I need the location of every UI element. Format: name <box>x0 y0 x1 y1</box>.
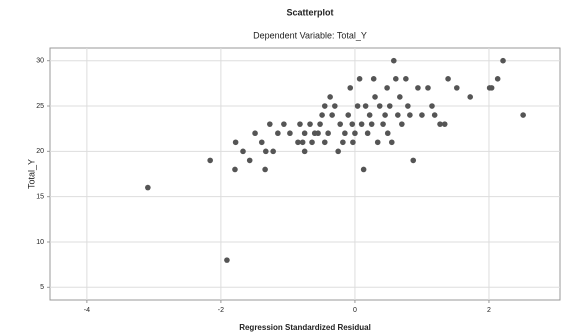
point <box>393 76 399 82</box>
point <box>319 112 325 118</box>
point <box>350 139 356 146</box>
point <box>397 94 403 100</box>
x-axis-label: Regression Standardized Residual <box>239 323 371 332</box>
point <box>321 139 328 146</box>
x-tick-label: 2 <box>487 307 491 314</box>
point <box>207 157 213 164</box>
point <box>327 94 333 100</box>
point <box>431 112 438 118</box>
point <box>364 130 371 137</box>
point <box>262 148 269 155</box>
point <box>240 148 246 155</box>
point <box>315 130 321 137</box>
point <box>307 121 313 127</box>
y-tick-label: 15 <box>36 194 44 201</box>
point <box>453 85 460 91</box>
point <box>317 121 323 127</box>
point <box>358 121 365 127</box>
point <box>403 76 409 82</box>
point <box>425 85 431 91</box>
point <box>295 139 301 146</box>
point <box>352 130 358 137</box>
point <box>362 103 369 109</box>
point <box>419 112 425 118</box>
point <box>309 139 315 146</box>
point <box>252 130 258 137</box>
point <box>405 103 411 109</box>
point <box>437 121 443 127</box>
y-tick-label: 5 <box>40 284 44 291</box>
point <box>337 121 343 127</box>
point <box>410 157 417 164</box>
point <box>301 148 308 155</box>
point <box>347 85 354 91</box>
point <box>297 121 303 127</box>
point <box>342 130 348 137</box>
point <box>370 76 377 82</box>
point <box>275 130 281 137</box>
y-axis-label: Total_Y <box>26 159 36 189</box>
point <box>299 139 306 146</box>
point <box>494 76 501 82</box>
point <box>232 139 239 146</box>
point <box>376 103 383 109</box>
point <box>407 112 413 118</box>
point <box>325 130 331 137</box>
point <box>384 130 391 137</box>
y-tick-label: 25 <box>36 103 44 110</box>
point <box>246 157 253 164</box>
y-tick-label: 20 <box>36 148 44 155</box>
point <box>368 121 375 127</box>
y-tick-label: 10 <box>36 239 44 246</box>
point <box>270 148 276 155</box>
point <box>232 166 238 173</box>
point <box>395 112 401 118</box>
point <box>520 112 526 118</box>
point <box>467 94 473 100</box>
point <box>267 121 273 127</box>
point <box>354 103 361 109</box>
point <box>301 130 308 137</box>
point <box>415 85 421 91</box>
point <box>224 257 230 263</box>
point <box>349 121 356 127</box>
point <box>258 139 265 146</box>
plot-frame <box>49 47 561 301</box>
chart-title: Scatterplot <box>286 7 333 17</box>
x-tick-label: -4 <box>84 307 90 314</box>
x-tick-label: -2 <box>218 307 224 314</box>
point <box>399 121 405 127</box>
point <box>281 121 287 127</box>
point <box>329 112 335 118</box>
point <box>321 103 328 109</box>
point <box>360 166 367 173</box>
point <box>287 130 293 137</box>
point <box>445 76 451 82</box>
point <box>488 85 495 91</box>
point <box>372 94 378 100</box>
point <box>500 57 506 64</box>
point <box>388 139 395 146</box>
point <box>441 121 448 127</box>
y-tick-label: 30 <box>36 58 44 65</box>
point <box>345 112 352 118</box>
point <box>262 166 268 173</box>
point <box>332 103 338 109</box>
x-tick-label: 0 <box>353 307 357 314</box>
point <box>145 184 151 191</box>
chart-subtitle: Dependent Variable: Total_Y <box>253 30 367 40</box>
point <box>390 57 397 64</box>
point <box>366 112 373 118</box>
point <box>374 139 381 146</box>
point <box>340 139 346 146</box>
point <box>382 112 388 118</box>
point <box>380 121 386 127</box>
point <box>429 103 435 109</box>
point <box>386 103 393 109</box>
point <box>384 85 390 91</box>
point <box>356 76 363 82</box>
point <box>335 148 341 155</box>
